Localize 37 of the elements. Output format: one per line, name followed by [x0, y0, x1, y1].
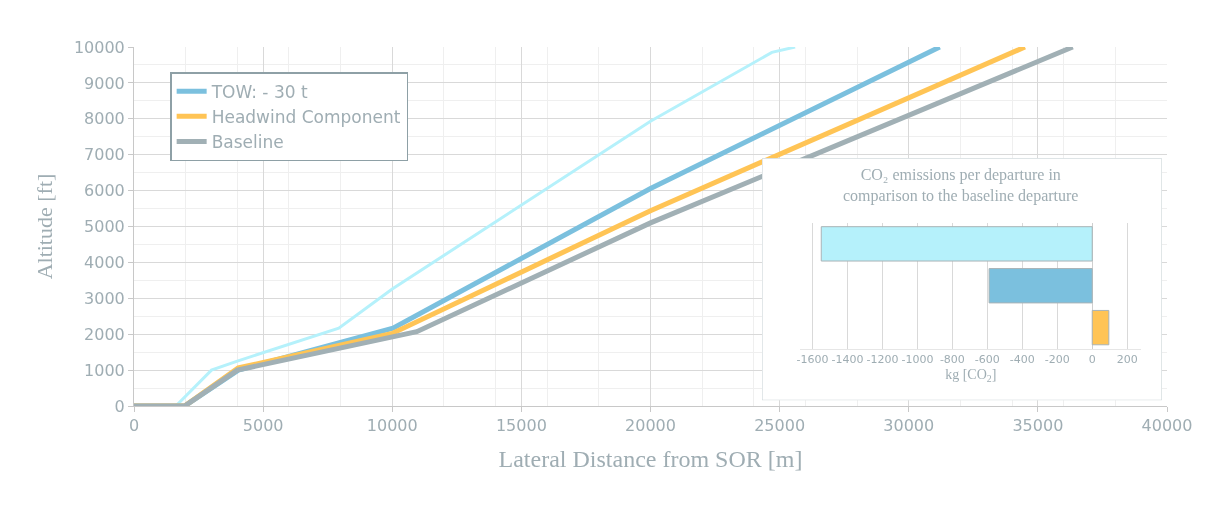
y-tick-label: 1000 [84, 360, 125, 380]
y-tick-label: 7000 [84, 145, 125, 165]
y-tick-label: 4000 [84, 253, 125, 272]
legend-label: Baseline [211, 132, 284, 153]
x-tick-label: 0 [1088, 352, 1096, 366]
y-tick-label: 5000 [84, 217, 125, 237]
x-tick-label: 0 [128, 416, 140, 436]
x-tick-label: -800 [939, 352, 965, 366]
y-tick-label: 9000 [84, 73, 125, 93]
y-tick-label: 2000 [84, 324, 125, 344]
y-tick-label: 3000 [84, 288, 125, 308]
legend-label: TOW: - 30 t [210, 81, 308, 102]
y-tick-label: 6000 [84, 181, 125, 201]
x-tick-label: 30000 [883, 416, 935, 436]
x-tick-label: -1600 [796, 352, 829, 366]
chart-title: CO₂ emissions per departure in comparison to the baseline departure [843, 166, 1079, 205]
y-tick-label: 0 [114, 396, 125, 416]
x-tick-label: 35000 [1012, 416, 1064, 436]
x-tick-label: 200 [1116, 352, 1138, 366]
legend-label: Headwind Component [211, 106, 401, 127]
x-axis-title: kg [CO$_{2}$] [945, 367, 997, 384]
x-tick-label: 25000 [754, 416, 806, 436]
x-tick-label: 40000 [1141, 416, 1193, 436]
x-axis-title: Lateral Distance from SOR [m] [498, 445, 803, 472]
y-tick-label: 8000 [84, 109, 125, 129]
x-tick-label: 15000 [495, 416, 547, 436]
x-tick-label: -200 [1044, 352, 1070, 366]
x-tick-label: -1000 [901, 352, 934, 366]
x-tick-label: -1400 [831, 352, 864, 366]
x-tick-label: 20000 [625, 416, 676, 436]
x-tick-label: 10000 [366, 416, 418, 436]
y-tick-label: 10000 [73, 37, 125, 57]
x-tick-label: -400 [1009, 352, 1035, 366]
x-tick-label: -1200 [866, 352, 899, 366]
y-axis-title: Altitude [ft] [31, 173, 57, 280]
x-tick-label: -600 [974, 352, 1000, 366]
x-tick-label: 5000 [242, 416, 284, 436]
